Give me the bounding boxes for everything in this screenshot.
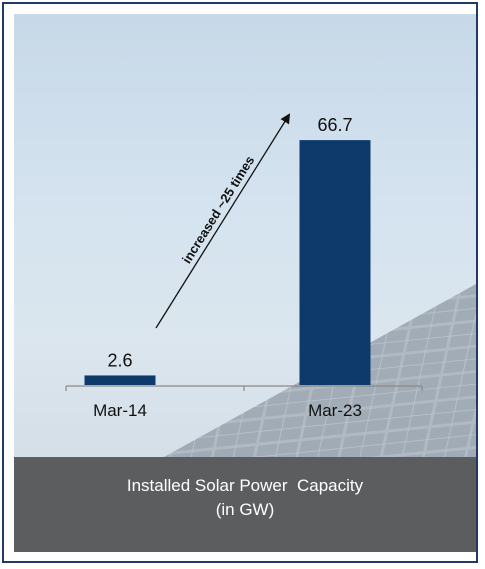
data-label-mar-23: 66.7 <box>317 115 352 135</box>
chart-panel: Mar-14 Mar-23 2.6 66.7 increased ~25 times… <box>14 14 476 552</box>
x-tick-label-mar-14: Mar-14 <box>93 401 147 420</box>
x-tick-label-mar-23: Mar-23 <box>308 401 362 420</box>
growth-annotation: increased ~25 times <box>155 113 291 329</box>
chart-subtitle: (in GW) <box>215 500 275 519</box>
bar-chart: Mar-14 Mar-23 2.6 66.7 increased ~25 times <box>65 113 476 457</box>
bar-mar-23 <box>299 140 371 385</box>
growth-arrow <box>155 113 291 329</box>
chart-title: Installed Solar Power Capacity <box>126 476 364 495</box>
bar-mar-14 <box>84 375 156 385</box>
chart-frame: Mar-14 Mar-23 2.6 66.7 increased ~25 times… <box>2 2 478 563</box>
x-axis <box>65 385 423 391</box>
data-label-mar-14: 2.6 <box>107 350 132 370</box>
growth-annotation-text: increased ~25 times <box>179 153 257 266</box>
chart-title-box: Installed Solar Power Capacity (in GW) <box>14 457 476 552</box>
